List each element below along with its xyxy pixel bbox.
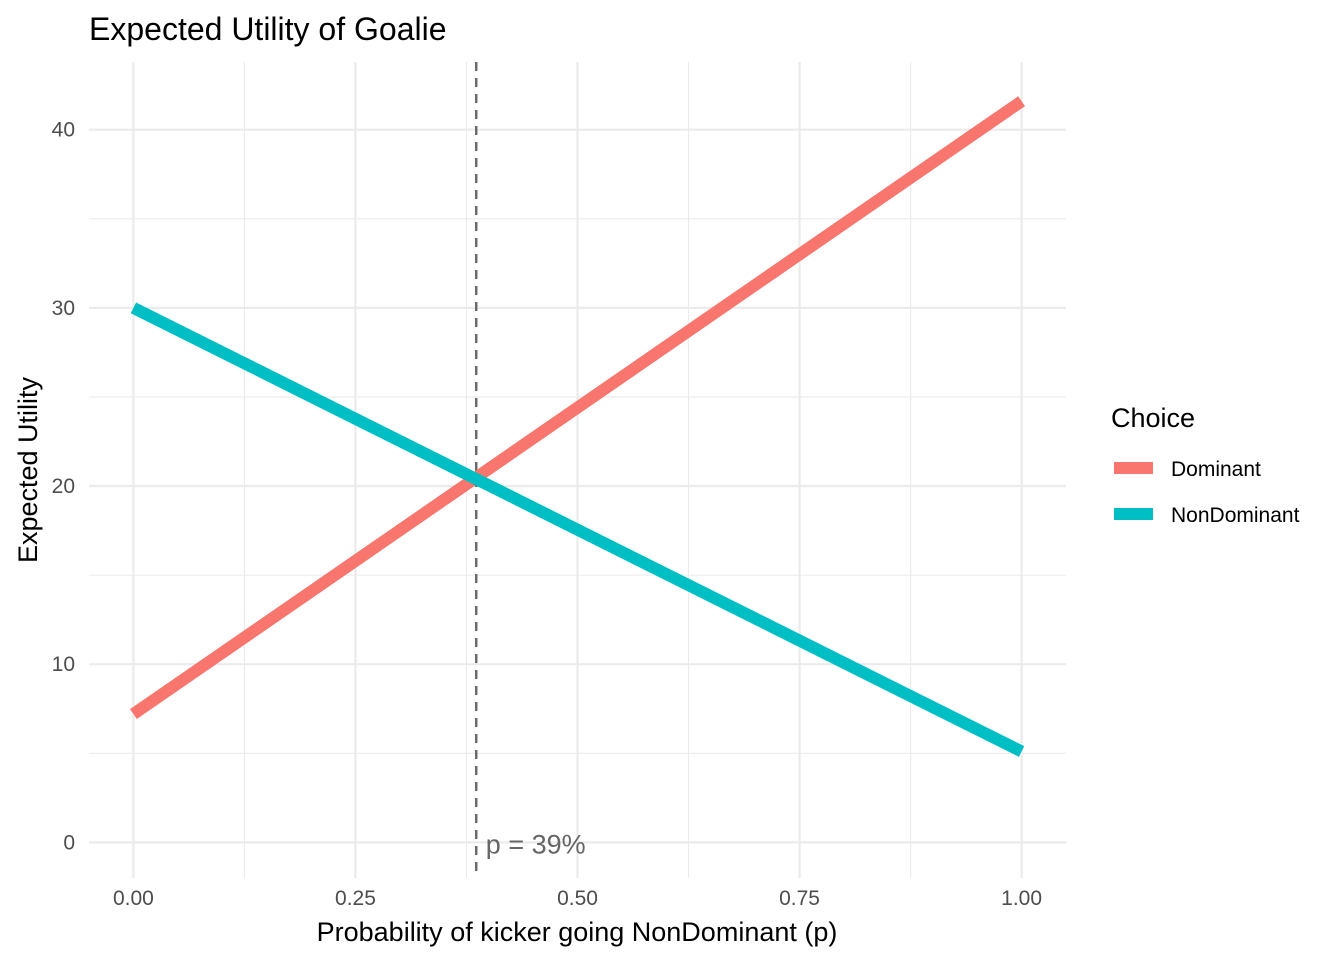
y-tick-label: 40 [52, 119, 75, 142]
y-tick-label: 30 [52, 297, 75, 320]
x-axis-title: Probability of kicker going NonDominant … [317, 917, 838, 947]
x-tick-label: 1.00 [1001, 887, 1042, 910]
legend: Choice Dominant NonDominant [1111, 403, 1300, 527]
x-tick-label: 0.75 [779, 887, 820, 910]
legend-title: Choice [1111, 403, 1195, 433]
y-axis-title: Expected Utility [13, 376, 43, 563]
legend-label: Dominant [1171, 458, 1261, 481]
series-line-nondominant [130, 302, 1025, 757]
annotation-label: p = 39% [486, 829, 586, 859]
annotation-layer: p = 39% [486, 829, 586, 859]
series-layer [130, 96, 1025, 757]
x-axis-tick-labels: 0.00 0.25 0.50 0.75 1.00 [113, 887, 1042, 910]
chart-title: Expected Utility of Goalie [89, 11, 447, 47]
y-tick-label: 0 [63, 831, 75, 854]
y-axis-tick-labels: 0 10 20 30 40 [52, 119, 75, 855]
legend-label: NonDominant [1171, 504, 1300, 527]
series-line-dominant [130, 96, 1025, 720]
x-tick-label: 0.00 [113, 887, 154, 910]
grid-layer [89, 62, 1066, 878]
x-tick-label: 0.50 [557, 887, 598, 910]
y-tick-label: 10 [52, 653, 75, 676]
y-tick-label: 20 [52, 475, 75, 498]
x-tick-label: 0.25 [335, 887, 376, 910]
